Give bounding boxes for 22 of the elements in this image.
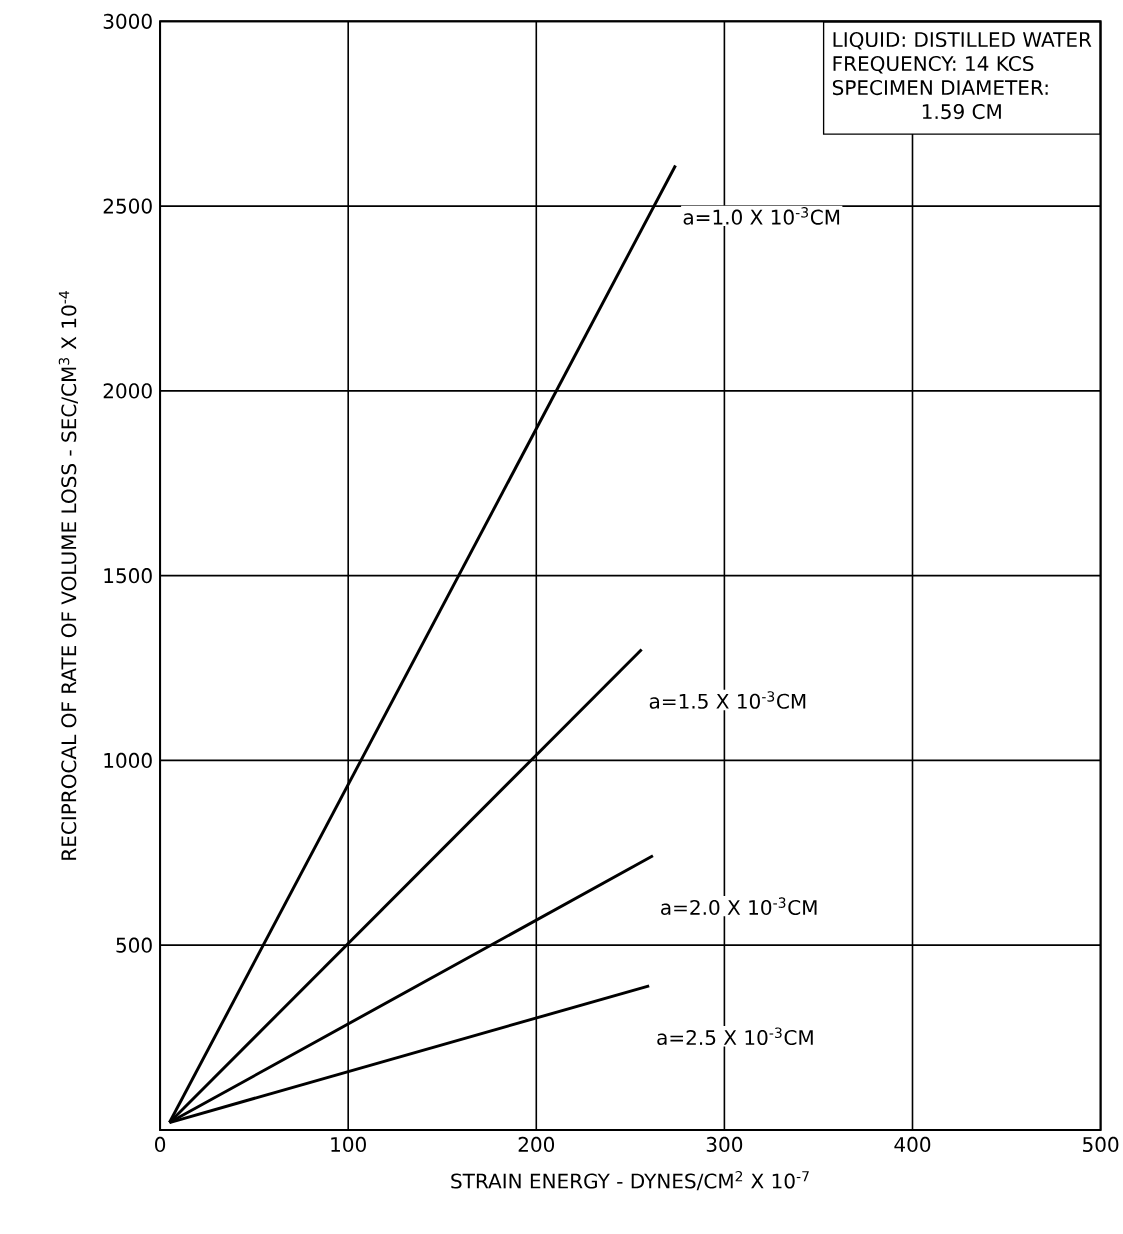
x-tick-label: 300 xyxy=(706,1136,743,1153)
annotation: 1.59 CM xyxy=(922,104,1001,120)
y-tick-label: 1000 xyxy=(104,752,152,768)
annotation: FREQUENCY: 14 KCS xyxy=(833,55,1034,74)
x-tick-label: 0 xyxy=(154,1136,165,1153)
y-tick-label: 2500 xyxy=(103,198,152,214)
series-label: a=1.0 X 10$^{-3}$CM xyxy=(683,207,839,225)
text: a=2.5 X 10$^{-3}$CM xyxy=(657,1027,813,1046)
x-axis-title: STRAIN ENERGY - DYNES/CM$^{2}$ X 10$^{-7}$ xyxy=(451,1170,809,1191)
text: a=2.0 X 10$^{-3}$CM xyxy=(660,897,817,916)
x-tick-label: 400 xyxy=(894,1136,931,1153)
y-tick-label: 2000 xyxy=(103,383,152,399)
x-tick-label: 200 xyxy=(518,1136,554,1153)
y-tick-label: 500 xyxy=(116,937,152,953)
x-tick-label: 100 xyxy=(331,1136,366,1153)
series-label: a=1.5 X 10$^{-3}$CM xyxy=(649,691,806,709)
x-tick-label: 500 xyxy=(1082,1136,1119,1153)
annotation: LIQUID: DISTILLED WATER xyxy=(833,31,1092,50)
annotation: SPECIMEN DIAMETER: xyxy=(832,79,1048,96)
y-tick-label: 3000 xyxy=(103,13,152,29)
y-tick-label: 1500 xyxy=(104,568,152,584)
y-axis-title: RECIPROCAL OF RATE OF VOLUME LOSS - SEC/CM$^{3}$ X 10$^{-4}$ xyxy=(58,291,78,860)
